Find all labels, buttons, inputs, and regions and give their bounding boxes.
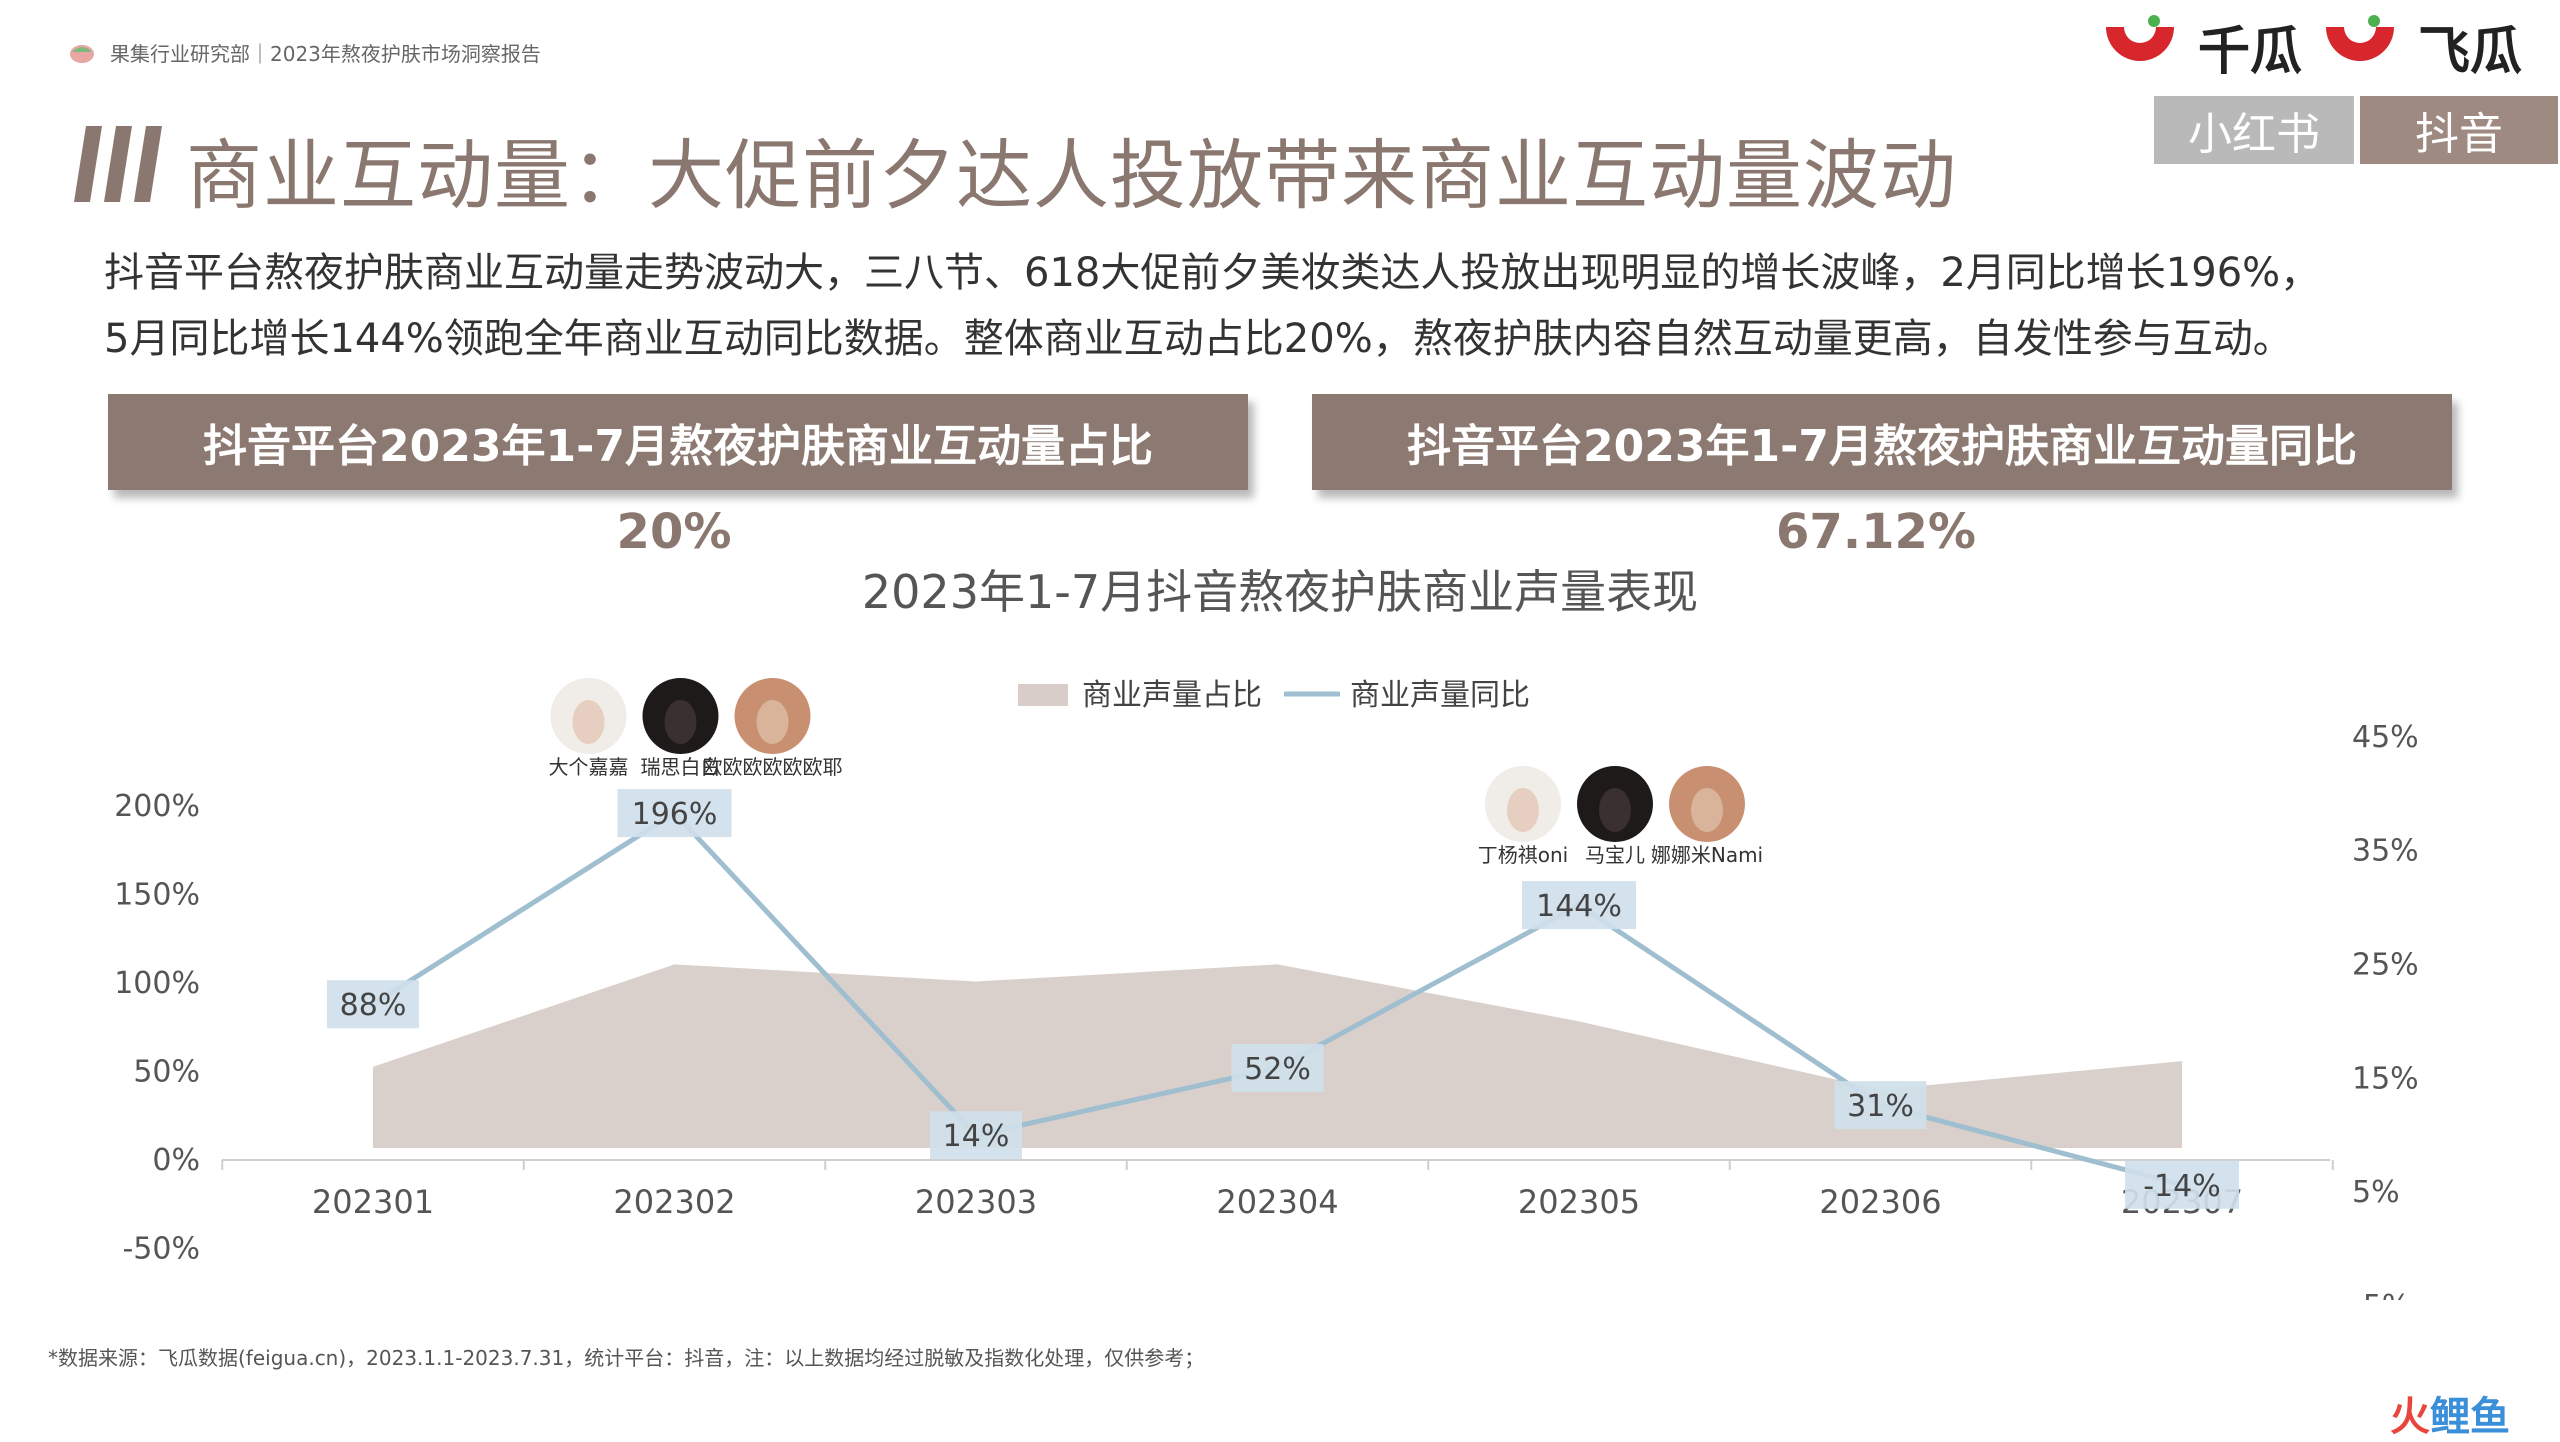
commercial-volume-chart: 200% 150% 100% 50% 0% -50% 45% 35% 25% 15% 5% -5% -1… bbox=[114, 678, 2419, 1300]
corner-logo-part1: 火 bbox=[2390, 1394, 2430, 1440]
right-axis-tick: 25% bbox=[2352, 947, 2419, 982]
yoy-label-text: 196% bbox=[632, 797, 718, 832]
avatar-face bbox=[1599, 788, 1631, 832]
qiangua-logo-icon bbox=[2106, 15, 2174, 61]
yoy-data-label: 196% bbox=[617, 789, 732, 838]
left-axis-tick: 100% bbox=[114, 966, 200, 1001]
brand-feigua: 飞瓜 bbox=[2316, 14, 2522, 82]
left-axis-tick: -50% bbox=[122, 1232, 200, 1267]
influencer-name: 欧欧欧欧欧欧耶 bbox=[703, 755, 843, 779]
right-axis-tick: 35% bbox=[2352, 834, 2419, 869]
x-axis-label: 202306 bbox=[1819, 1183, 1941, 1221]
yoy-label-box bbox=[2125, 1160, 2239, 1209]
x-axis-label: 202305 bbox=[1518, 1183, 1640, 1221]
commercial-share-value: 20% bbox=[616, 504, 732, 560]
yoy-label-text: 14% bbox=[943, 1119, 1010, 1154]
influencer-avatar bbox=[642, 678, 719, 754]
yoy-data-label: -14% bbox=[2125, 1160, 2239, 1209]
commercial-yoy-value: 67.12% bbox=[1776, 504, 1976, 560]
tab-xiaohongshu[interactable]: 小红书 bbox=[2154, 96, 2354, 164]
description-line-2: 5月同比增长144%领跑全年商业互动同比数据。整体商业互动占比20%，熬夜护肤内… bbox=[104, 316, 2293, 362]
yoy-data-label: 31% bbox=[1834, 1081, 1927, 1130]
left-axis-tick: 200% bbox=[114, 789, 200, 824]
yoy-label-box bbox=[930, 1111, 1022, 1160]
yoy-data-label: 14% bbox=[930, 1111, 1022, 1160]
right-axis-tick: -5% bbox=[2352, 1289, 2410, 1300]
yoy-label-text: 144% bbox=[1536, 889, 1622, 924]
influencer-name: 娜娜米Nami bbox=[1651, 843, 1763, 867]
influencer-avatar bbox=[734, 678, 811, 754]
influencer-name: 马宝儿 bbox=[1585, 843, 1645, 867]
title-bars-icon bbox=[74, 126, 162, 202]
corner-logo-part2: 鲤鱼 bbox=[2430, 1394, 2510, 1440]
x-axis-label: 202302 bbox=[613, 1183, 735, 1221]
right-axis-tick: 5% bbox=[2352, 1175, 2400, 1210]
influencer-avatar bbox=[550, 678, 627, 754]
feigua-logo-icon bbox=[2326, 15, 2394, 61]
report-title: 果集行业研究部｜2023年熬夜护肤市场洞察报告 bbox=[110, 42, 541, 66]
description-line-1: 抖音平台熬夜护肤商业互动量走势波动大，三八节、618大促前夕美妆类达人投放出现明… bbox=[104, 250, 2321, 296]
yoy-label-box bbox=[1231, 1043, 1324, 1092]
source-note: *数据来源：飞瓜数据(feigua.cn)，2023.1.1-2023.7.31… bbox=[48, 1346, 1205, 1370]
peach-logo-icon bbox=[70, 45, 94, 63]
x-axis-label: 202304 bbox=[1216, 1183, 1338, 1221]
left-axis-tick: 150% bbox=[114, 878, 200, 913]
influencer-name: 瑞思白白 bbox=[641, 755, 721, 779]
left-axis-tick: 50% bbox=[133, 1055, 200, 1090]
influencer-name: 丁杨祺oni bbox=[1478, 843, 1568, 867]
legend-label-yoy: 商业声量同比 bbox=[1350, 678, 1530, 713]
yoy-label-text: -14% bbox=[2143, 1169, 2221, 1204]
yoy-label-text: 52% bbox=[1244, 1052, 1311, 1087]
brand-qiangua: 千瓜 bbox=[2096, 14, 2302, 82]
yoy-label-text: 88% bbox=[340, 988, 407, 1023]
avatar-face bbox=[1507, 788, 1539, 832]
right-axis-tick: 15% bbox=[2352, 1061, 2419, 1096]
brand-name-qiangua: 千瓜 bbox=[2198, 21, 2303, 82]
avatar-face bbox=[756, 700, 789, 744]
x-axis-label: 202303 bbox=[915, 1183, 1037, 1221]
x-axis-label: 202301 bbox=[312, 1183, 434, 1221]
yoy-data-label: 52% bbox=[1231, 1043, 1324, 1092]
yoy-data-label: 88% bbox=[327, 980, 419, 1029]
banner-commercial-yoy: 抖音平台2023年1-7月熬夜护肤商业互动量同比 bbox=[1312, 394, 2452, 490]
yoy-data-label: 144% bbox=[1522, 881, 1636, 930]
avatar-face bbox=[1691, 788, 1723, 832]
right-axis-tick: 45% bbox=[2352, 720, 2419, 755]
banner-commercial-share: 抖音平台2023年1-7月熬夜护肤商业互动量占比 bbox=[108, 394, 1248, 490]
yoy-label-box bbox=[327, 980, 419, 1029]
legend-label-share: 商业声量占比 bbox=[1082, 678, 1262, 713]
chart-title: 2023年1-7月抖音熬夜护肤商业声量表现 bbox=[861, 565, 1699, 619]
brand-name-feigua: 飞瓜 bbox=[2418, 21, 2523, 82]
influencer-name: 大个嘉嘉 bbox=[549, 755, 629, 779]
avatar-face bbox=[572, 700, 605, 744]
page-title: 商业互动量：大促前夕达人投放带来商业互动量波动 bbox=[186, 131, 1957, 220]
yoy-label-text: 31% bbox=[1847, 1089, 1914, 1124]
yoy-label-box bbox=[617, 789, 732, 838]
influencer-avatar bbox=[1669, 766, 1745, 842]
avatar-face bbox=[664, 700, 697, 744]
influencer-avatar bbox=[1485, 766, 1561, 842]
influencer-avatar bbox=[1577, 766, 1653, 842]
corner-logo: 火鲤鱼 bbox=[2390, 1384, 2510, 1442]
tab-douyin[interactable]: 抖音 bbox=[2360, 96, 2558, 164]
yoy-label-box bbox=[1834, 1081, 1927, 1130]
left-axis-tick: 0% bbox=[152, 1143, 200, 1178]
yoy-label-box bbox=[1522, 881, 1636, 930]
legend-swatch-share bbox=[1018, 684, 1068, 706]
